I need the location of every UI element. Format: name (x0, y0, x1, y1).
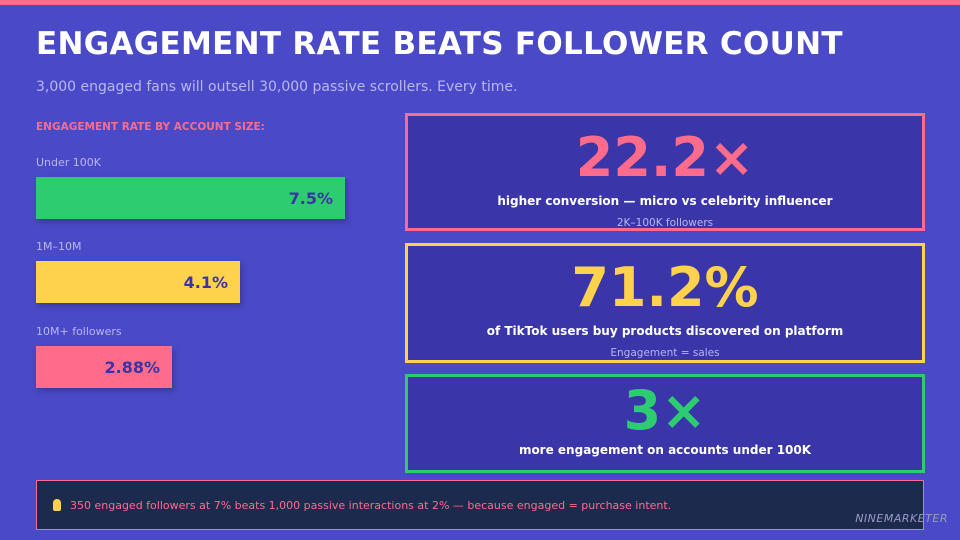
bar-1m-10m: 4.1% (36, 261, 240, 303)
bar-label: Under 100K (36, 156, 102, 169)
stat-note: 2K–100K followers (616, 217, 714, 229)
page-subtitle: 3,000 engaged fans will outsell 30,000 p… (36, 79, 518, 95)
top-accent-bar (0, 0, 960, 5)
brand-logo: NINEMARKETER (855, 512, 948, 525)
stat-value: 71.2% (571, 256, 759, 319)
stat-value: 22.2× (575, 126, 755, 189)
stat-card-conversion: 22.2× higher conversion — micro vs celeb… (405, 113, 925, 231)
stat-description: more engagement on accounts under 100K (518, 443, 812, 457)
bar-label: 10M+ followers (36, 325, 122, 338)
stat-value: 3× (623, 379, 707, 442)
bar-value-label: 7.5% (288, 188, 333, 208)
stat-description: of TikTok users buy products discovered … (486, 324, 844, 338)
lightbulb-icon (53, 499, 61, 511)
bar-value-label: 4.1% (183, 272, 228, 292)
insight-text: 350 engaged followers at 7% beats 1,000 … (70, 498, 672, 512)
page-title: ENGAGEMENT RATE BEATS FOLLOWER COUNT (36, 26, 843, 62)
bar-under-100k: 7.5% (36, 177, 345, 219)
bar-value-label: 2.88% (104, 357, 160, 377)
stat-card-tiktok: 71.2% of TikTok users buy products disco… (405, 243, 925, 363)
stat-note: Engagement = sales (610, 347, 720, 359)
stat-description: higher conversion — micro vs celebrity i… (497, 194, 833, 208)
bar-label: 1M–10M (36, 240, 82, 253)
stat-card-engagement: 3× more engagement on accounts under 100… (405, 374, 925, 473)
chart-title: ENGAGEMENT RATE BY ACCOUNT SIZE: (36, 121, 265, 133)
insight-callout: 350 engaged followers at 7% beats 1,000 … (36, 480, 924, 530)
bar-10m-plus: 2.88% (36, 346, 172, 388)
